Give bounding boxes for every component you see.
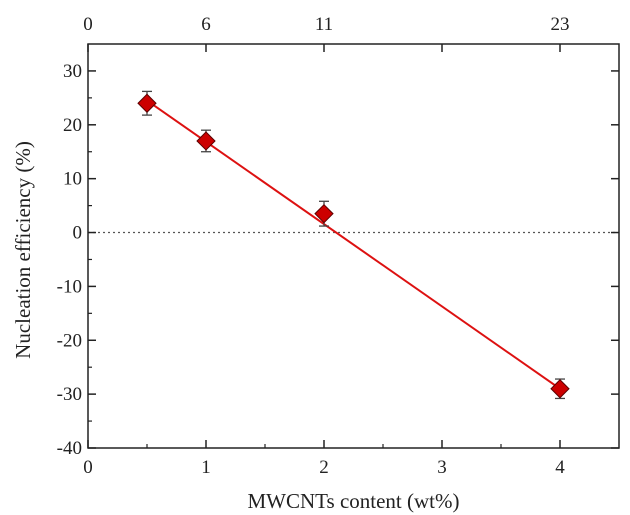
data-point	[196, 131, 216, 151]
y-tick-label: 30	[63, 61, 82, 82]
y-tick-label: 10	[63, 169, 82, 190]
y-tick-label: -30	[57, 384, 82, 405]
x-tick-label: 4	[555, 457, 565, 478]
top-tick-label: 23	[551, 14, 570, 35]
y-tick-label: 0	[73, 223, 83, 244]
top-tick-label: 0	[83, 14, 93, 35]
data-point	[550, 379, 570, 399]
x-tick-label: 1	[201, 457, 211, 478]
x-tick-label: 3	[437, 457, 447, 478]
y-tick-label: -10	[57, 276, 82, 297]
top-tick-label: 6	[201, 14, 211, 35]
linear-fit-line	[146, 99, 561, 390]
data-point	[137, 93, 157, 113]
x-tick-label: 2	[319, 457, 329, 478]
x-tick-label: 0	[83, 457, 93, 478]
y-tick-label: -40	[57, 438, 82, 459]
x-axis-title: MWCNTs content (wt%)	[248, 489, 460, 513]
top-tick-label: 11	[315, 14, 333, 35]
y-tick-label: -20	[57, 330, 82, 351]
data-point	[314, 203, 334, 224]
y-axis-title: Nucleation efficiency (%)	[11, 141, 35, 359]
y-tick-label: 20	[63, 115, 82, 136]
plot-frame	[87, 43, 620, 449]
